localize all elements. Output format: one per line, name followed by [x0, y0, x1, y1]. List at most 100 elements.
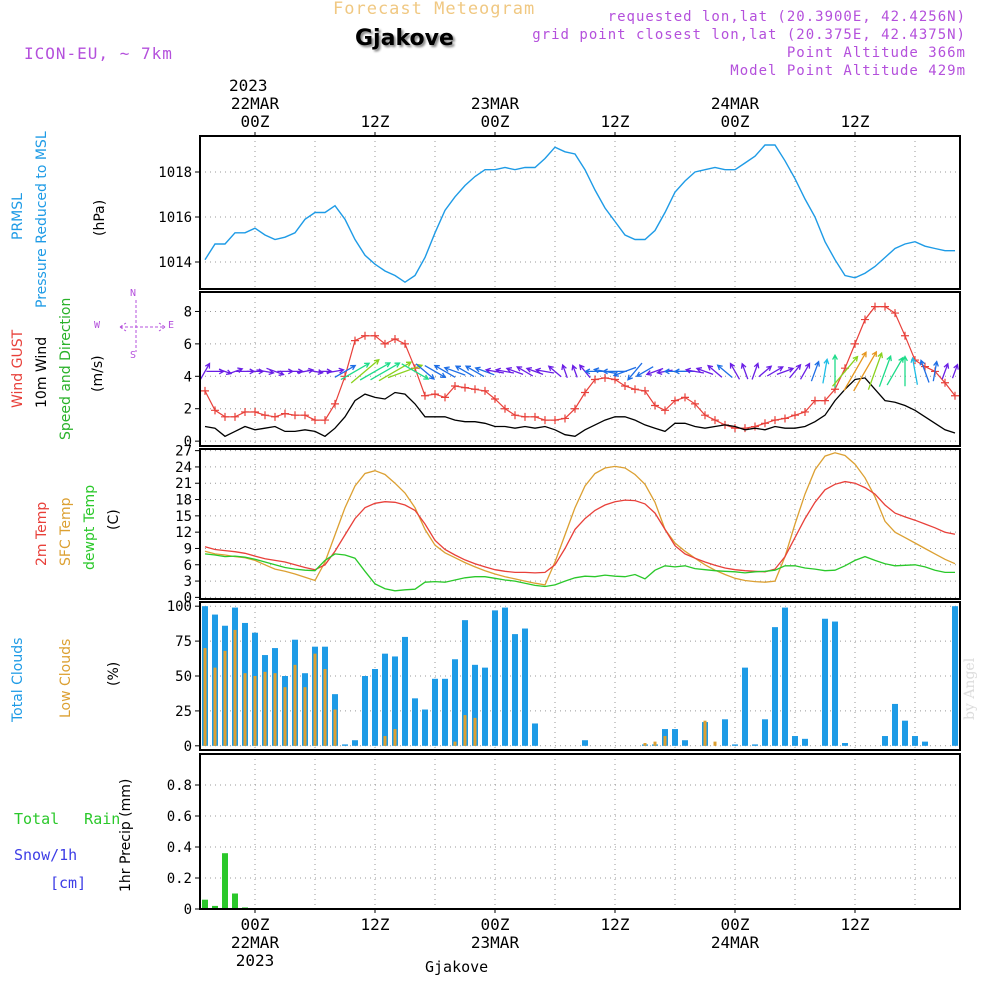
wind-arrow [627, 362, 643, 381]
panel-plot-area [202, 853, 248, 909]
panel-wind [195, 291, 961, 447]
gust-marker [941, 378, 949, 387]
low-cloud-bar [233, 629, 237, 746]
y-tick-label: 0.2 [167, 871, 192, 887]
low-cloud-bar [293, 664, 297, 746]
low-cloud-bar [473, 717, 477, 746]
gust-marker [691, 399, 699, 408]
gust-marker [461, 383, 469, 392]
wind-arrow [534, 367, 555, 374]
low-cloud-bar [463, 715, 467, 746]
gust-marker [881, 302, 889, 311]
wind-arrow [766, 366, 784, 377]
gust-marker [371, 331, 379, 340]
gust-marker [451, 382, 459, 391]
gust-marker [581, 388, 589, 397]
compass-n: N [130, 288, 137, 299]
panel-frame [199, 753, 961, 910]
wind-arrow [695, 367, 714, 376]
wind-arrow [415, 363, 436, 380]
requested-coords: requested lon,lat (20.3900E, 42.4256N) [607, 9, 966, 25]
wind-arrow [751, 362, 760, 380]
precip-cm-label: [cm] [50, 874, 87, 892]
wind-arrow [853, 350, 877, 392]
total-cloud-bar [442, 678, 448, 746]
gust-marker [431, 390, 439, 399]
panel-frame [199, 448, 961, 600]
gust-marker [651, 401, 659, 410]
wind-arrow [843, 351, 867, 391]
total-cloud-bar [732, 744, 738, 746]
gust-marker [801, 407, 809, 416]
gust-marker [331, 399, 339, 408]
wind-arrow [525, 367, 544, 376]
total-cloud-bar [532, 723, 538, 746]
total-cloud-bar [432, 678, 438, 746]
low-cloud-bar [273, 673, 277, 746]
top-hour-label: 12Z [841, 112, 870, 131]
bottom-hour-label: 12Z [601, 915, 630, 934]
gust-marker [671, 396, 679, 405]
wind-arrow [401, 363, 430, 380]
low-cloud-bar [253, 676, 257, 746]
wind-arrow [370, 362, 401, 381]
bottom-hour-label: 12Z [841, 915, 870, 934]
year-label-top: 2023 [229, 76, 268, 95]
gust-marker [661, 406, 669, 415]
wind-arrow [326, 367, 345, 374]
compass-rose-icon [119, 300, 166, 352]
y-tick-label: 8 [184, 304, 192, 320]
gust-marker [681, 393, 689, 402]
gust-marker [731, 424, 739, 433]
panel-plot-area [200, 302, 959, 438]
gust-marker [851, 339, 859, 348]
gust-marker [421, 391, 429, 400]
wind-arrow [601, 368, 627, 375]
gust-marker [471, 385, 479, 394]
gust-marker [491, 394, 499, 403]
low-cloud-bar [663, 736, 667, 746]
total-cloud-bar [902, 720, 908, 746]
bottom-hour-label: 00Z [481, 915, 510, 934]
product-title: Forecast Meteogram [333, 0, 536, 19]
y-tick-label: 1014 [158, 255, 192, 271]
low-cloud-bar [223, 650, 227, 746]
panel-precipitation [195, 753, 961, 910]
wind-arrow [484, 367, 505, 374]
bottom-date-label: 22MAR [231, 933, 280, 952]
wind-arrow [941, 362, 950, 380]
total-cloud-bar [352, 740, 358, 746]
wind-arrow [758, 365, 773, 378]
wind-arrow [951, 363, 959, 379]
compass-e: E [168, 320, 175, 331]
precip-snow-label: Snow/1h [14, 846, 78, 864]
gust-marker [381, 339, 389, 348]
wind-arrow [443, 366, 466, 376]
wind-arrow [776, 367, 795, 376]
total-cloud-bar [832, 621, 838, 746]
top-hour-label: 00Z [721, 112, 750, 131]
total-cloud-bar [772, 627, 778, 746]
panel-clouds [195, 601, 961, 751]
gust-marker [601, 373, 609, 382]
wind-arrow [684, 367, 705, 374]
low-cloud-bar [323, 669, 327, 746]
total-cloud-bar [402, 636, 408, 746]
y-tick-label: 12 [175, 525, 192, 541]
wind-arrow [878, 354, 892, 387]
y-tick-label: 6 [184, 558, 192, 574]
y-tick-label: 3 [184, 574, 192, 590]
gust-marker [531, 412, 539, 421]
gust-marker [501, 404, 509, 413]
wind-arrow [350, 358, 380, 384]
y-tick-label: 100 [167, 599, 192, 615]
panel-frame [199, 601, 961, 751]
gust-marker [631, 385, 639, 394]
gust-marker [711, 416, 719, 425]
y-tick-label: 21 [175, 476, 192, 492]
sfc-temp-line [204, 452, 956, 586]
y-tick-label: 0 [184, 902, 192, 918]
rain-bar [212, 905, 218, 909]
top-hour-label: 00Z [481, 112, 510, 131]
gust-marker [591, 375, 599, 384]
